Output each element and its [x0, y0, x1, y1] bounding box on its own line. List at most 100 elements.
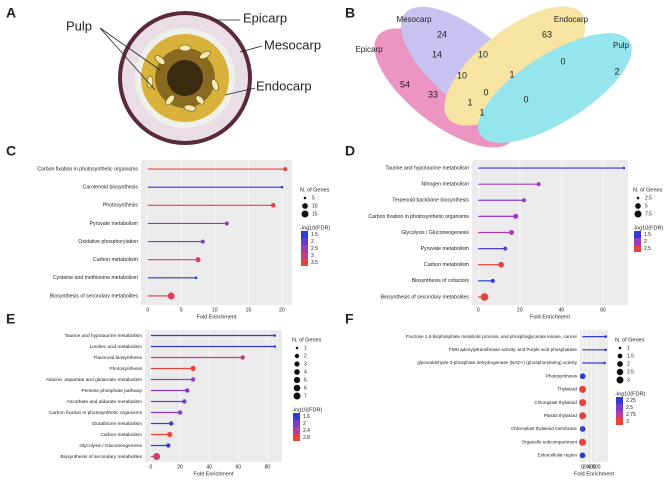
- illustration-label: Epicarp: [243, 10, 287, 25]
- lollipop-dot: [509, 229, 515, 236]
- category-label: Nitrogen metabolism: [421, 182, 469, 188]
- venn-count: 14: [432, 49, 442, 59]
- x-tick-label: 10: [212, 307, 218, 313]
- legend-color-swatch: [301, 231, 308, 238]
- legend-label: 2.5: [627, 369, 634, 375]
- legend-label: 1.5: [311, 232, 318, 238]
- category-label: Pyruvate metabolism: [90, 221, 138, 227]
- x-tick-label: 60: [235, 464, 241, 470]
- fruit-illustration: [99, 11, 263, 145]
- legend-label: 7.5: [645, 211, 652, 217]
- category-label: Terpenoid backbone biosynthesis: [392, 198, 469, 204]
- legend-size-dot: [634, 210, 642, 218]
- panel-letter: B: [345, 5, 355, 21]
- legend-label: 2.75: [626, 412, 636, 418]
- legend-size-dot: [294, 353, 300, 359]
- legend-label: 1: [627, 345, 630, 351]
- category-label: Photosynthesis: [109, 366, 142, 372]
- x-tick-label: 20: [177, 464, 183, 470]
- x-tick-label: 0: [477, 307, 480, 313]
- x-axis-label: Fold Enrichment: [574, 471, 615, 477]
- lollipop-dot: [177, 410, 183, 415]
- panel-letter: E: [6, 311, 15, 327]
- panel-letter: F: [345, 311, 354, 327]
- venn-count: 63: [542, 29, 552, 39]
- x-axis-label: Fold Enrichment: [193, 471, 234, 477]
- venn-count: 2: [614, 66, 619, 76]
- venn-set-label: Mesocarp: [396, 15, 432, 24]
- plot-background: [145, 330, 282, 462]
- legend-label: 2.5: [626, 405, 633, 411]
- lollipop-dot: [190, 365, 196, 372]
- legend-label: 3: [626, 419, 629, 425]
- legend-size-dot: [616, 368, 624, 376]
- lollipop-dot: [194, 276, 198, 280]
- legend-color-swatch: [301, 252, 308, 259]
- lollipop-dot: [522, 198, 526, 203]
- category-label: Carbon fixation in photosynthetic organi…: [49, 410, 143, 416]
- lollipop-dot: [579, 452, 586, 459]
- legend-size-dot: [617, 353, 623, 359]
- venn-set-label: Endocarp: [554, 15, 589, 24]
- lollipop-dot: [153, 453, 161, 460]
- venn-count: 54: [400, 79, 410, 89]
- category-label: Carbon fixation in photosynthetic organi…: [368, 214, 469, 220]
- x-tick-label: 15: [246, 307, 252, 313]
- category-label: Biosynthesis of cofactors: [412, 278, 470, 284]
- lollipop-dot: [604, 335, 607, 338]
- legend-label: 2.5: [644, 246, 651, 252]
- lollipop-dot: [166, 443, 171, 448]
- x-tick-label: 40: [206, 464, 212, 470]
- legend-size-dot: [294, 369, 300, 375]
- legend-label: 1.5: [627, 353, 634, 359]
- legend-label: 1.5: [644, 232, 651, 238]
- legend-label: 2: [311, 239, 314, 245]
- illustration-label: Mesocarp: [264, 37, 321, 52]
- legend-size-dot: [618, 346, 622, 350]
- legend-label: 6: [304, 385, 307, 391]
- legend-title: -log10(FDR): [615, 391, 645, 397]
- lollipop-dot: [280, 185, 284, 189]
- venn-count: 10: [478, 49, 488, 59]
- lollipop-dot: [240, 355, 245, 360]
- legend-label: 3: [311, 253, 314, 259]
- category-label: Chloroplast thylakoid membrane: [511, 426, 577, 431]
- legend-label: 3: [304, 361, 307, 367]
- category-label: Oxidative phosphorylation: [78, 239, 138, 245]
- illustration-label: Endocarp: [256, 78, 312, 93]
- category-label: Photosynthesis: [546, 373, 578, 378]
- legend-label: 7: [304, 393, 307, 399]
- category-label: FMN adenylyltransferase activity, and Pu…: [449, 347, 578, 352]
- legend-title: -log10(FDR): [633, 225, 663, 231]
- venn-count: 10: [457, 70, 467, 80]
- lollipop-dot: [603, 361, 606, 365]
- category-label: Biosynthesis of secondary metabolites: [50, 293, 139, 299]
- legend-title: -log10(FDR): [292, 407, 322, 413]
- category-label: Glutathione metabolism: [92, 421, 142, 427]
- lollipop-dot: [167, 431, 173, 438]
- x-tick-label: 80: [265, 464, 271, 470]
- lollipop-dot: [270, 203, 276, 208]
- venn-set-label: Pulp: [613, 41, 630, 50]
- legend-title: N. of Genes: [300, 187, 330, 193]
- category-label: Carotenoid biosynthesis: [83, 185, 139, 191]
- category-label: Taurine and hypotaurine metabolism: [65, 333, 142, 339]
- category-label: Chloroplast thylakoid: [534, 400, 577, 405]
- legend-label: 2.5: [645, 195, 652, 201]
- venn-count: 24: [437, 29, 447, 39]
- x-tick-label: 5: [180, 307, 183, 313]
- lollipop-dot: [579, 426, 586, 432]
- lollipop-dot: [490, 278, 495, 283]
- lollipop-dot: [273, 345, 277, 348]
- category-label: Biosynthesis of secondary metabolites: [60, 454, 142, 460]
- plot-background: [141, 160, 292, 305]
- lollipop-dot: [579, 412, 587, 420]
- lollipop-dot: [195, 257, 201, 263]
- lollipop-dot: [513, 213, 519, 219]
- category-label: Alanine, aspartate and glutamate metabol…: [46, 377, 142, 383]
- legend-size-dot: [303, 196, 307, 200]
- legend-color-swatch: [616, 418, 623, 425]
- lollipop-dot: [273, 334, 277, 337]
- legend-color-swatch: [634, 231, 641, 238]
- venn-count: 33: [428, 89, 438, 99]
